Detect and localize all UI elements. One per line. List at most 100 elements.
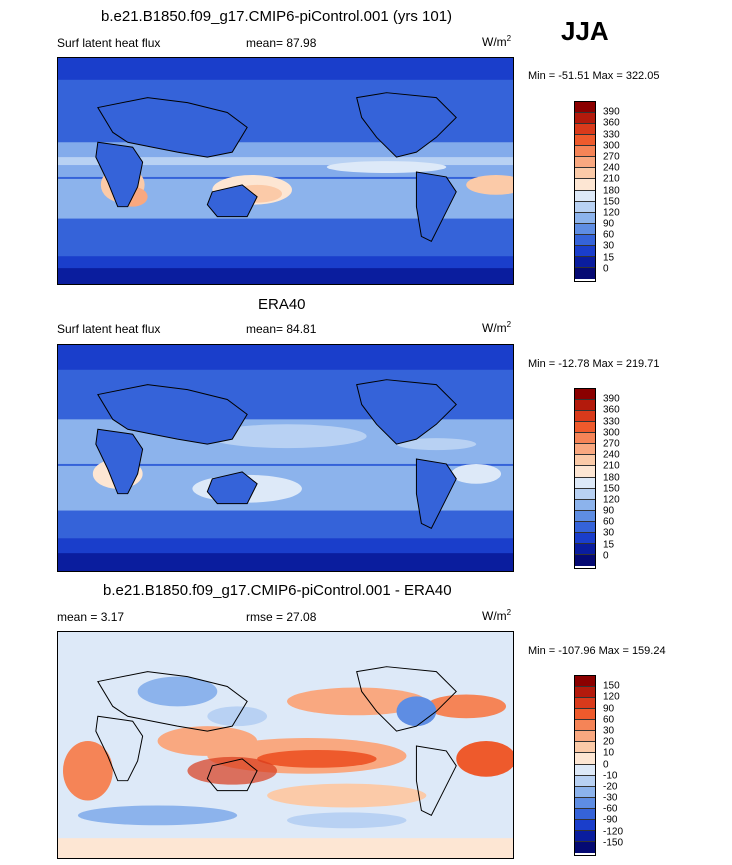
panel2-units-label: W/m2	[482, 320, 512, 335]
colorbar-segment	[575, 830, 595, 842]
colorbar-tick-label: 0	[603, 263, 609, 275]
colorbar-segment	[575, 687, 595, 699]
colorbar-tick-label: 60	[603, 229, 615, 241]
colorbar-segment	[575, 775, 595, 787]
colorbar-tick-label: 0	[603, 759, 609, 770]
colorbar-segment	[575, 819, 595, 831]
colorbar-tick-label: -60	[603, 803, 618, 815]
colorbar-segment	[575, 102, 595, 114]
colorbar-segment	[575, 245, 595, 257]
colorbar-tick-label: 90	[603, 505, 615, 517]
panel3-minmax: Min = -107.96 Max = 159.24	[528, 645, 666, 657]
colorbar-segment	[575, 124, 595, 136]
panel2-title: ERA40	[258, 296, 306, 313]
colorbar-segment	[575, 433, 595, 445]
panel2-mean-label: mean= 84.81	[246, 322, 317, 336]
panel2-colorbar	[574, 388, 596, 569]
panel1-map-field	[58, 58, 513, 284]
panel3-units-label: W/m2	[482, 608, 512, 623]
colorbar-segment	[575, 742, 595, 754]
colorbar-segment	[575, 256, 595, 268]
colorbar-segment	[575, 764, 595, 776]
colorbar-tick-label: 360	[603, 117, 620, 129]
colorbar-tick-label: 330	[603, 416, 620, 428]
colorbar-segment	[575, 422, 595, 434]
season-label: JJA	[561, 16, 609, 46]
colorbar-tick-label: 150	[603, 196, 620, 208]
colorbar-segment	[575, 797, 595, 809]
colorbar-segment	[575, 488, 595, 500]
colorbar-segment	[575, 444, 595, 456]
colorbar-tick-label: 60	[603, 516, 615, 528]
colorbar-segment	[575, 168, 595, 180]
colorbar-segment	[575, 146, 595, 158]
colorbar-tick-label: 60	[603, 714, 615, 726]
panel3-colorbar	[574, 675, 596, 856]
colorbar-tick-label: 270	[603, 438, 620, 450]
colorbar-segment	[575, 554, 595, 566]
colorbar-tick-label: 90	[603, 218, 615, 230]
colorbar-tick-label: 0	[603, 550, 609, 562]
colorbar-tick-label: 150	[603, 483, 620, 495]
colorbar-segment	[575, 267, 595, 279]
panel3-title: b.e21.B1850.f09_g17.CMIP6-piControl.001 …	[103, 582, 452, 599]
colorbar-segment	[575, 190, 595, 202]
colorbar-segment	[575, 455, 595, 467]
colorbar-tick-label: 120	[603, 691, 620, 703]
colorbar-tick-label: 120	[603, 207, 620, 219]
panel3-mean-label: mean = 3.17	[57, 610, 125, 624]
colorbar-segment	[575, 135, 595, 147]
panel1-title: b.e21.B1850.f09_g17.CMIP6-piControl.001 …	[101, 8, 453, 25]
colorbar-tick-label: 360	[603, 404, 620, 416]
colorbar-tick-label: -10	[603, 770, 618, 782]
colorbar-tick-label: 120	[603, 494, 620, 506]
panel2-variable-label: Surf latent heat flux	[57, 322, 161, 336]
colorbar-segment	[575, 510, 595, 522]
colorbar-tick-label: -30	[603, 792, 618, 804]
colorbar-segment	[575, 786, 595, 798]
colorbar-segment	[575, 477, 595, 489]
colorbar-segment	[575, 841, 595, 853]
colorbar-segment	[575, 411, 595, 423]
colorbar-segment	[575, 466, 595, 478]
colorbar-segment	[575, 676, 595, 688]
panel2-map	[57, 344, 514, 572]
colorbar-tick-label: -20	[603, 781, 618, 793]
colorbar-segment	[575, 521, 595, 533]
colorbar-segment	[575, 753, 595, 765]
colorbar-segment	[575, 808, 595, 820]
colorbar-segment	[575, 543, 595, 555]
panel1-map	[57, 57, 514, 285]
colorbar-tick-label: 180	[603, 472, 620, 483]
colorbar-tick-label: 150	[603, 680, 620, 692]
colorbar-tick-label: -120	[603, 826, 624, 838]
colorbar-segment	[575, 223, 595, 235]
colorbar-tick-label: 390	[603, 393, 620, 405]
colorbar-segment	[575, 212, 595, 224]
colorbar-tick-label: 15	[603, 252, 615, 264]
colorbar-segment	[575, 720, 595, 732]
panel1-mean-label: mean= 87.98	[246, 36, 317, 50]
panel3-map-field	[58, 632, 513, 858]
colorbar-tick-label: 20	[603, 736, 615, 748]
colorbar-tick-label: 180	[603, 185, 620, 196]
colorbar-segment	[575, 709, 595, 721]
colorbar-tick-label: 390	[603, 106, 620, 118]
colorbar-segment	[575, 698, 595, 710]
colorbar-tick-label: 10	[603, 747, 615, 759]
colorbar-tick-label: 15	[603, 539, 615, 551]
colorbar-tick-label: 30	[603, 527, 615, 539]
panel2-map-field	[58, 345, 513, 571]
colorbar-segment	[575, 532, 595, 544]
panel3-map	[57, 631, 514, 859]
panel1-colorbar	[574, 101, 596, 282]
colorbar-tick-label: 330	[603, 129, 620, 141]
colorbar-tick-label: 270	[603, 151, 620, 163]
colorbar-segment	[575, 400, 595, 412]
panel1-variable-label: Surf latent heat flux	[57, 36, 161, 50]
colorbar-segment	[575, 201, 595, 213]
colorbar-tick-label: 240	[603, 449, 620, 461]
panel3-rmse-label: rmse = 27.08	[246, 610, 317, 624]
colorbar-segment	[575, 157, 595, 169]
colorbar-tick-label: 240	[603, 162, 620, 174]
